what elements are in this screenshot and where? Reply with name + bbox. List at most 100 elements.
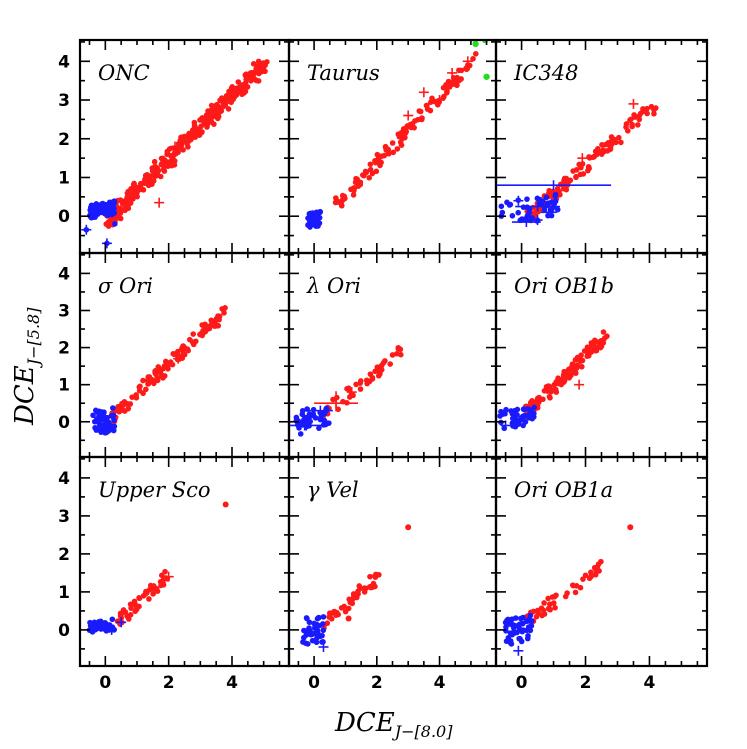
data-point-disk <box>129 394 135 400</box>
data-point-disk <box>151 158 158 165</box>
data-point-disk <box>243 71 249 77</box>
data-point-diskless <box>523 627 530 634</box>
data-point-disk <box>385 147 392 153</box>
data-point-disk <box>376 158 382 164</box>
data-point-disk <box>372 158 378 164</box>
data-point-disk <box>640 106 646 112</box>
data-point-disk <box>140 377 146 384</box>
data-point-diskless <box>111 417 117 424</box>
data-point-disk <box>545 385 551 392</box>
data-point-disk <box>105 219 112 226</box>
data-point-disk <box>150 178 157 184</box>
data-point-disk <box>241 87 247 94</box>
data-point-disk <box>125 405 132 412</box>
data-point-disk <box>532 399 538 406</box>
data-point-disk <box>127 200 134 206</box>
data-point-disk <box>151 173 158 179</box>
data-point-disk <box>456 67 462 74</box>
x-tick-label: 0 <box>516 673 528 693</box>
data-point-diskless <box>320 621 326 627</box>
data-point-diskless <box>108 413 115 419</box>
data-point-disk <box>373 168 380 175</box>
panel-title: Ori OB1a <box>514 478 613 502</box>
data-point-disk <box>558 181 564 188</box>
data-point-disk <box>350 192 357 198</box>
data-point-disk <box>389 352 396 358</box>
data-point-diskless <box>497 413 503 419</box>
data-point-disk <box>367 371 374 377</box>
data-point-disk <box>342 608 349 615</box>
y-tick-label: 3 <box>58 301 70 321</box>
x-tick-label: 4 <box>644 673 656 693</box>
data-point-diskless <box>517 417 523 424</box>
data-point-disk <box>140 593 147 599</box>
data-point-diskless <box>509 631 516 638</box>
data-point-disk <box>600 339 607 346</box>
data-point-disk <box>142 180 148 186</box>
data-point-disk <box>366 584 373 590</box>
data-point-disk <box>380 360 387 366</box>
data-point-diskless <box>554 206 561 213</box>
data-point-disk <box>561 372 568 378</box>
data-point-diskless <box>305 641 311 647</box>
data-point-disk <box>591 153 598 160</box>
data-point-disk <box>427 107 434 114</box>
data-point-disk <box>120 407 126 414</box>
data-point-disk <box>470 55 476 62</box>
data-point-diskless <box>507 201 514 208</box>
data-point-disk <box>538 605 545 612</box>
data-point-disk <box>191 122 198 129</box>
data-point-disk <box>255 78 262 84</box>
data-point-disk <box>592 565 598 572</box>
y-tick-label: 2 <box>58 339 70 359</box>
data-point-disk <box>167 359 174 365</box>
data-point-diskless <box>504 617 510 624</box>
y-tick-label: 1 <box>58 168 70 188</box>
data-point-disk <box>419 115 425 121</box>
y-axis-label-group: DCEJ−[5.8] <box>10 307 43 426</box>
data-point-disk <box>546 605 552 612</box>
data-point-disk <box>345 615 352 622</box>
data-point-disk <box>131 180 137 187</box>
y-tick-label: 3 <box>58 91 70 111</box>
data-point-other <box>472 40 479 48</box>
data-point-disk <box>551 381 558 388</box>
data-point-disk <box>552 386 559 393</box>
data-point-disk <box>147 173 153 179</box>
data-point-disk <box>579 357 586 364</box>
data-point-disk <box>631 114 638 120</box>
data-point-diskless <box>541 206 548 213</box>
data-point-diskless <box>98 429 104 435</box>
points-upper-sco <box>86 501 229 635</box>
data-point-disk <box>155 364 162 370</box>
data-point-disk <box>644 110 650 117</box>
data-point-diskless <box>314 635 320 641</box>
data-point-disk <box>558 381 565 388</box>
data-point-diskless <box>299 411 306 418</box>
data-point-disk <box>162 568 168 575</box>
data-point-disk <box>625 128 631 134</box>
data-point-disk <box>552 604 558 611</box>
data-point-diskless <box>503 624 509 630</box>
panel--ori: λ Ori <box>287 251 498 459</box>
data-point-disk <box>214 112 220 119</box>
panel--ori: 0 1 2 3 4 σ Ori <box>58 251 291 459</box>
points-ori-ob1b <box>497 329 610 432</box>
data-point-disk <box>629 121 635 128</box>
data-point-disk <box>198 129 205 136</box>
data-point-disk <box>356 583 363 589</box>
data-point-disk <box>573 174 579 181</box>
data-point-disk <box>223 93 230 99</box>
data-point-disk <box>374 367 381 374</box>
data-point-disk <box>464 65 471 72</box>
data-point-disk <box>350 594 357 601</box>
data-point-disk <box>235 79 242 85</box>
data-point-disk <box>627 117 633 123</box>
data-point-disk <box>416 108 423 114</box>
data-point-diskless <box>510 423 516 429</box>
data-point-disk <box>546 393 553 400</box>
data-point-disk <box>579 363 585 370</box>
data-point-disk <box>472 51 479 57</box>
panel--vel: 0 2 4 γ Vel <box>287 455 498 693</box>
panel-ic348: IC348 <box>494 38 709 255</box>
